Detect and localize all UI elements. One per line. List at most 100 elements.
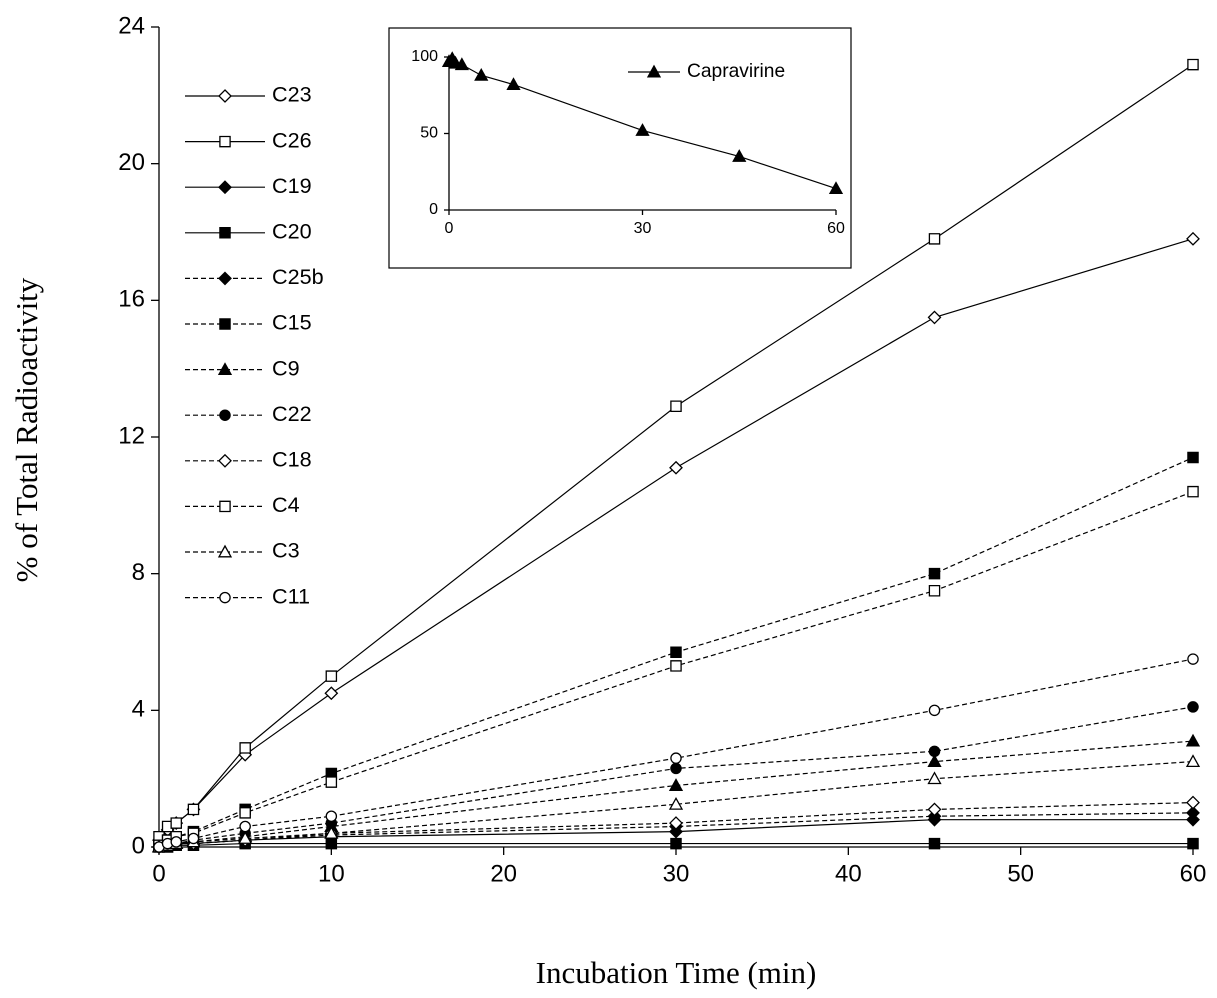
legend-marker [217,544,233,558]
data-point [238,831,253,844]
legend-label: C4 [272,492,300,517]
legend-marker [218,271,232,286]
legend-marker [646,64,662,78]
data-point [1186,231,1200,246]
data-point [670,660,682,672]
data-point [670,400,682,412]
x-tick-label: 50 [1007,861,1034,888]
data-point [325,776,338,788]
legend-marker [219,227,231,239]
x-tick-label: 0 [152,861,165,888]
data-point [927,754,942,768]
data-point [732,149,747,162]
legend-marker [219,591,231,604]
y-tick-label: 24 [118,12,145,39]
data-point [1187,701,1199,713]
legend-marker [219,409,231,421]
data-point [239,742,251,754]
data-point [928,704,941,717]
data-point [1186,805,1200,820]
x-tick-label: 0 [445,220,454,237]
data-point [187,803,200,816]
x-tick-label: 60 [1180,861,1207,888]
legend-label: Capravirine [687,61,785,82]
y-tick-label: 12 [118,422,145,449]
data-point [928,837,941,850]
legend-label: C20 [272,219,312,244]
legend-marker [218,180,232,195]
y-axis-label: % of Total Radioactivity [9,277,44,582]
data-point [325,810,338,823]
data-point [668,778,684,791]
data-point [170,817,182,829]
x-tick-label: 20 [490,861,517,888]
y-tick-label: 0 [429,201,438,218]
data-point [324,686,339,701]
data-point [1185,733,1201,747]
data-point [239,820,251,833]
data-point [669,816,683,831]
data-point [239,807,251,819]
y-tick-label: 0 [132,832,145,859]
legend-marker [219,500,231,513]
y-tick-label: 16 [118,286,145,313]
x-tick-label: 10 [318,861,345,888]
data-point [927,771,942,785]
legend-marker [218,89,232,103]
legend-marker [219,135,231,148]
legend-label: C22 [272,401,312,426]
data-point [187,832,200,845]
data-point [928,585,941,597]
data-point [170,836,182,848]
legend-label: C19 [272,173,312,198]
data-point [927,802,942,817]
data-point [928,745,941,758]
data-point [1185,754,1201,768]
data-point [324,825,339,839]
legend-marker [217,362,233,376]
y-tick-label: 4 [132,696,145,723]
data-point [668,796,684,810]
legend-label: C25b [272,264,324,289]
data-point [670,752,682,764]
y-tick-label: 50 [420,125,438,142]
x-tick-label: 40 [835,861,862,888]
data-point [454,57,470,71]
data-point [670,837,682,850]
data-point [670,646,682,658]
x-tick-label: 60 [827,220,845,237]
legend-marker [219,318,231,330]
legend-label: C18 [272,447,312,472]
legend-label: C3 [272,538,300,563]
legend-label: C11 [272,583,310,608]
x-tick-label: 30 [634,220,652,237]
legend-label: C23 [272,82,312,107]
series-line [158,456,1194,846]
data-point [1187,837,1199,850]
data-point [506,77,521,90]
data-point [669,460,683,475]
data-point [670,762,682,775]
data-point [828,181,844,195]
data-point [1187,451,1199,464]
legend-marker [218,453,232,468]
data-point [1187,485,1199,498]
x-tick-label: 30 [663,861,690,888]
data-point [635,123,650,136]
data-point [325,670,338,682]
y-tick-label: 100 [411,48,438,65]
legend-label: C9 [272,355,300,380]
data-point [474,68,489,81]
data-point [928,567,941,580]
data-point [928,233,941,245]
x-axis-label: Incubation Time (min) [536,955,817,990]
data-point [927,310,942,325]
data-point [1187,653,1199,665]
legend-label: C26 [272,127,312,152]
legend-label: C15 [272,310,312,335]
y-tick-label: 20 [118,149,145,176]
data-point [1186,795,1200,810]
y-tick-label: 8 [132,559,145,586]
data-point [1187,58,1199,71]
